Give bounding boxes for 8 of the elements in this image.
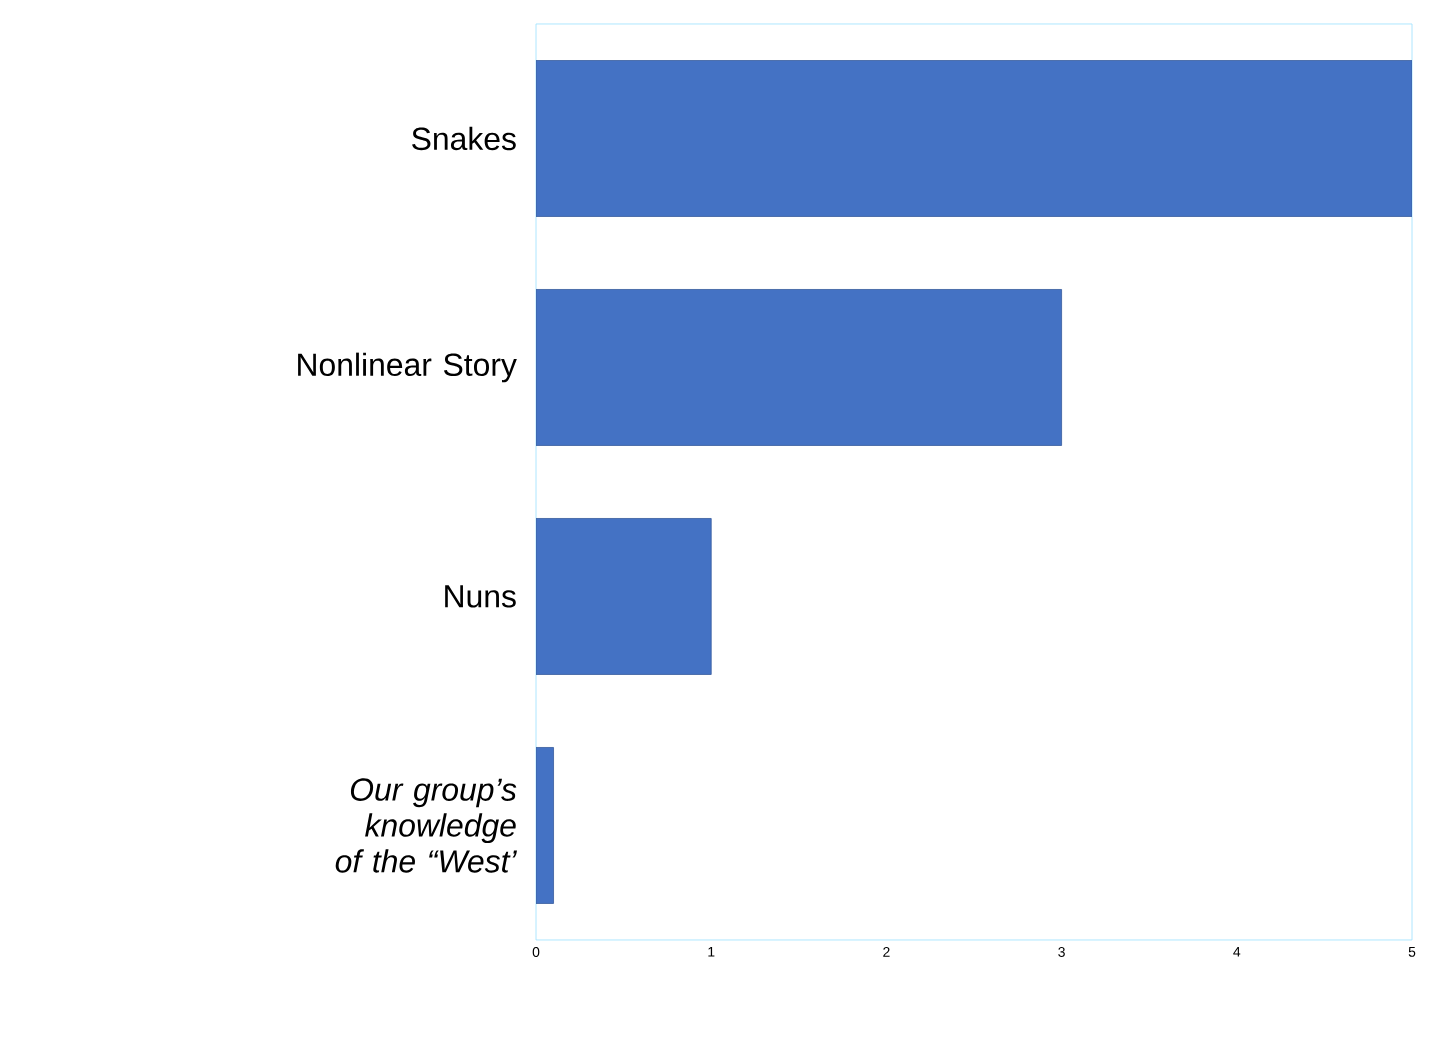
y-tick-label: Snakes <box>412 126 516 151</box>
bar <box>536 289 1063 446</box>
bar <box>536 60 1412 217</box>
bar <box>536 747 554 904</box>
y-tick-label: Nuns <box>445 585 516 608</box>
bar <box>536 518 712 675</box>
y-tick-label: Our group’s knowledge of the “West’ <box>335 778 517 873</box>
y-tick-label: Nonlinear Story <box>298 352 517 383</box>
